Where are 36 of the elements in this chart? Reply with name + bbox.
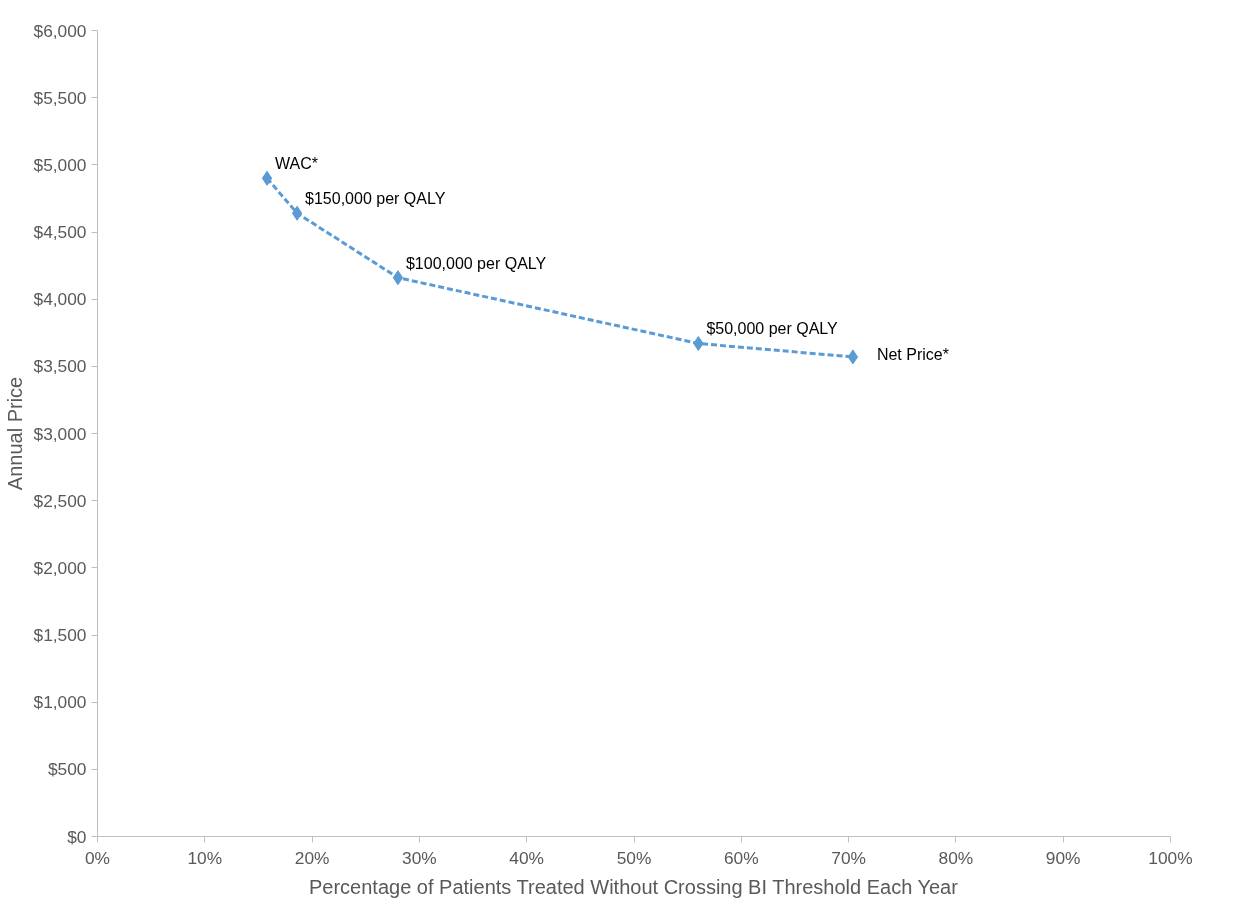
x-tick-label: 80% — [938, 847, 974, 868]
y-tick-label: $3,500 — [33, 356, 87, 377]
y-tick-label: $1,000 — [33, 692, 87, 713]
y-tick-label: $5,000 — [33, 154, 87, 175]
x-tick-label: 50% — [616, 847, 652, 868]
y-tick-label: $2,000 — [33, 557, 87, 578]
annotation: WAC* — [275, 155, 318, 173]
x-tick-label: 90% — [1045, 847, 1081, 868]
y-tick-label: $4,500 — [33, 222, 87, 242]
y-tick-label: $5,500 — [33, 87, 87, 108]
y-tick-label: $500 — [47, 759, 87, 780]
annotation: Net Price* — [876, 345, 949, 363]
y-tick-label: $1,500 — [33, 625, 87, 645]
y-tick-label: $0 — [67, 826, 87, 847]
y-tick-label: $6,000 — [33, 20, 87, 41]
annotation: $50,000 per QALY — [706, 320, 839, 338]
y-axis-title: Annual Price — [3, 376, 26, 491]
x-tick-label: 40% — [509, 847, 545, 868]
annotation: $150,000 per QALY — [305, 190, 446, 208]
x-tick-label: 100% — [1148, 847, 1193, 868]
x-tick-label: 20% — [294, 847, 330, 868]
point — [392, 270, 404, 286]
point — [693, 336, 704, 351]
annotation: $100,000 per QALY — [405, 254, 547, 272]
x-tick-label: 0% — [84, 847, 111, 868]
x-tick-label: 30% — [402, 847, 437, 868]
y-tick-label: $2,500 — [33, 490, 87, 511]
point — [847, 349, 859, 365]
y-tick-label: $4,000 — [33, 289, 87, 310]
x-tick-label: 70% — [831, 847, 866, 868]
point — [261, 170, 273, 186]
y-tick-label: $3,000 — [33, 423, 87, 444]
x-tick-label: 10% — [187, 847, 223, 868]
x-axis-title: Percentage of Patients Treated Without Crossing BI Threshold Each Year — [309, 875, 959, 898]
x-tick-label: 60% — [723, 847, 759, 868]
point — [291, 205, 303, 221]
